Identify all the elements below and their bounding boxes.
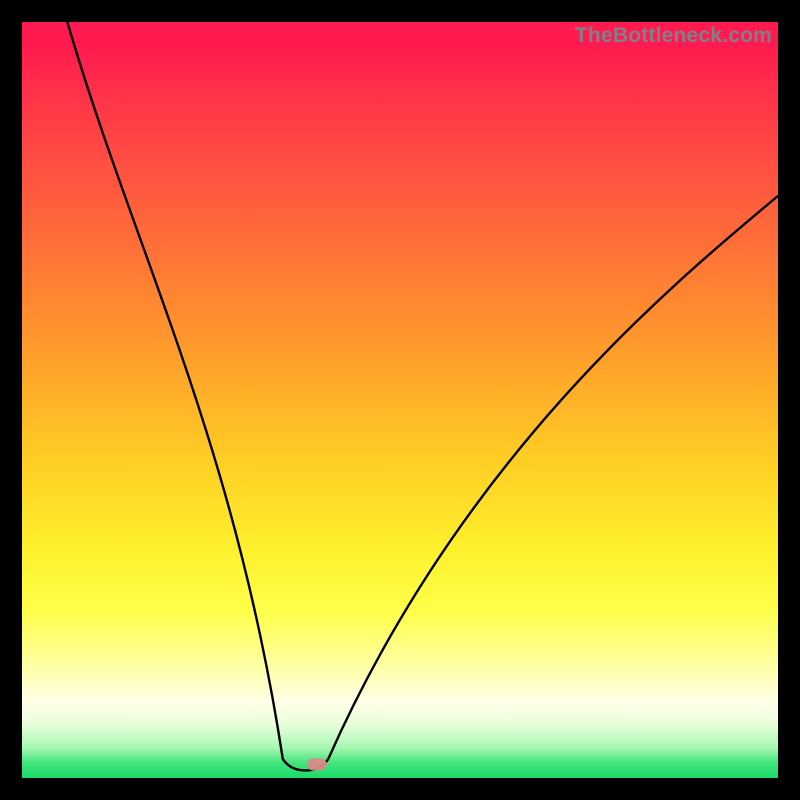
optimum-marker [307,758,327,770]
chart-frame: TheBottleneck.com [0,0,800,800]
curve-path [67,22,778,770]
bottleneck-curve [22,22,778,778]
plot-area: TheBottleneck.com [22,22,778,778]
